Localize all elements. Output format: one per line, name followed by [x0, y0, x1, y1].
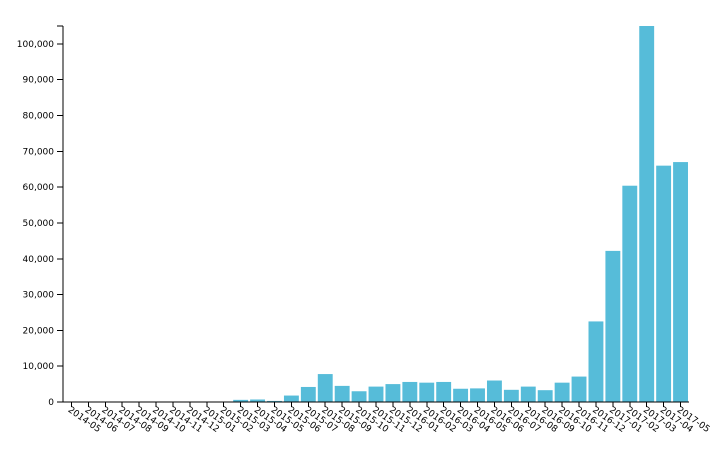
bar-2016-09[interactable] — [537, 390, 553, 402]
y-axis: 0 10,000 20,000 30,000 40,000 50,000 60,000 70,… — [17, 25, 64, 408]
bar-2015-05[interactable] — [267, 400, 282, 402]
bar-2016-05[interactable] — [470, 388, 485, 402]
bar-2016-12[interactable] — [588, 321, 604, 402]
bars — [233, 26, 688, 402]
bar-2015-10[interactable] — [351, 391, 367, 402]
y-tick-label: 70,000 — [23, 147, 55, 157]
bar-2016-04[interactable] — [453, 388, 469, 402]
bar-2016-06[interactable] — [486, 380, 502, 402]
bar-2016-08[interactable] — [520, 386, 536, 402]
bar-2015-08[interactable] — [317, 374, 333, 402]
bar-2016-01[interactable] — [402, 381, 418, 402]
y-tick-label: 80,000 — [23, 112, 55, 122]
y-tick-label: 10,000 — [23, 362, 55, 372]
x-axis: 2014-052014-062014-072014-082014-092014-… — [63, 401, 711, 435]
bar-2016-03[interactable] — [436, 381, 452, 402]
bar-2015-07[interactable] — [300, 386, 316, 402]
bar-2015-06[interactable] — [283, 395, 299, 402]
bar-2016-11[interactable] — [571, 376, 587, 402]
bar-2017-02[interactable] — [622, 185, 638, 402]
bar-2015-04[interactable] — [250, 399, 266, 402]
y-tick-label: 90,000 — [23, 76, 55, 86]
y-tick-label: 60,000 — [23, 183, 55, 193]
bar-2016-10[interactable] — [554, 382, 570, 402]
bar-2017-03[interactable] — [639, 26, 655, 402]
bar-2015-11[interactable] — [368, 386, 384, 402]
bar-2015-03[interactable] — [233, 399, 249, 402]
bar-2017-05[interactable] — [673, 162, 688, 402]
y-tick-label: 0 — [48, 398, 54, 408]
bar-2017-01[interactable] — [605, 250, 621, 402]
bar-2016-02[interactable] — [419, 382, 435, 402]
y-tick-label: 40,000 — [23, 255, 55, 265]
bar-2015-09[interactable] — [334, 385, 350, 402]
bar-2017-04[interactable] — [656, 165, 672, 402]
y-tick-label: 100,000 — [17, 40, 54, 50]
y-tick-label: 50,000 — [23, 219, 55, 229]
y-tick-label: 30,000 — [23, 291, 55, 301]
bar-2016-07[interactable] — [503, 389, 519, 402]
bar-2015-12[interactable] — [385, 384, 401, 402]
y-tick-label: 20,000 — [23, 326, 55, 336]
